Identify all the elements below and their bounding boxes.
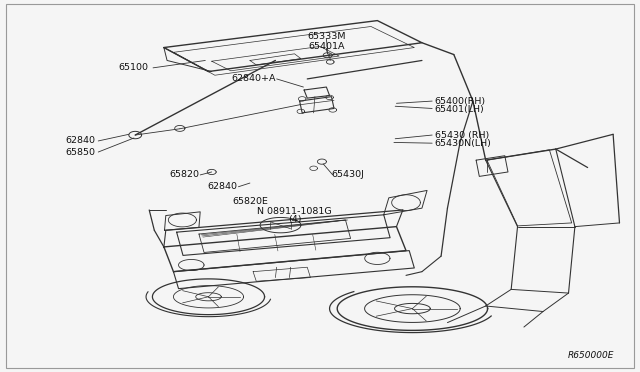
Text: 62840: 62840 (207, 182, 237, 191)
Text: 65400(RH): 65400(RH) (435, 97, 486, 106)
Text: 65850: 65850 (66, 148, 96, 157)
Text: 65333M: 65333M (307, 32, 346, 41)
Text: R650000E: R650000E (568, 350, 614, 359)
Text: 62840: 62840 (66, 137, 96, 145)
Text: 65100: 65100 (118, 63, 148, 72)
Text: 65430N(LH): 65430N(LH) (435, 140, 492, 148)
Text: N 08911-1081G: N 08911-1081G (257, 207, 332, 217)
Text: 62840+A: 62840+A (231, 74, 275, 83)
Text: 65820: 65820 (169, 170, 199, 179)
Text: (4): (4) (288, 215, 301, 224)
Text: 65820E: 65820E (232, 197, 268, 206)
Text: 65401A: 65401A (308, 42, 344, 51)
Text: 65430J: 65430J (332, 170, 364, 179)
Text: 65401(LH): 65401(LH) (435, 105, 484, 115)
Text: 65430 (RH): 65430 (RH) (435, 131, 489, 140)
